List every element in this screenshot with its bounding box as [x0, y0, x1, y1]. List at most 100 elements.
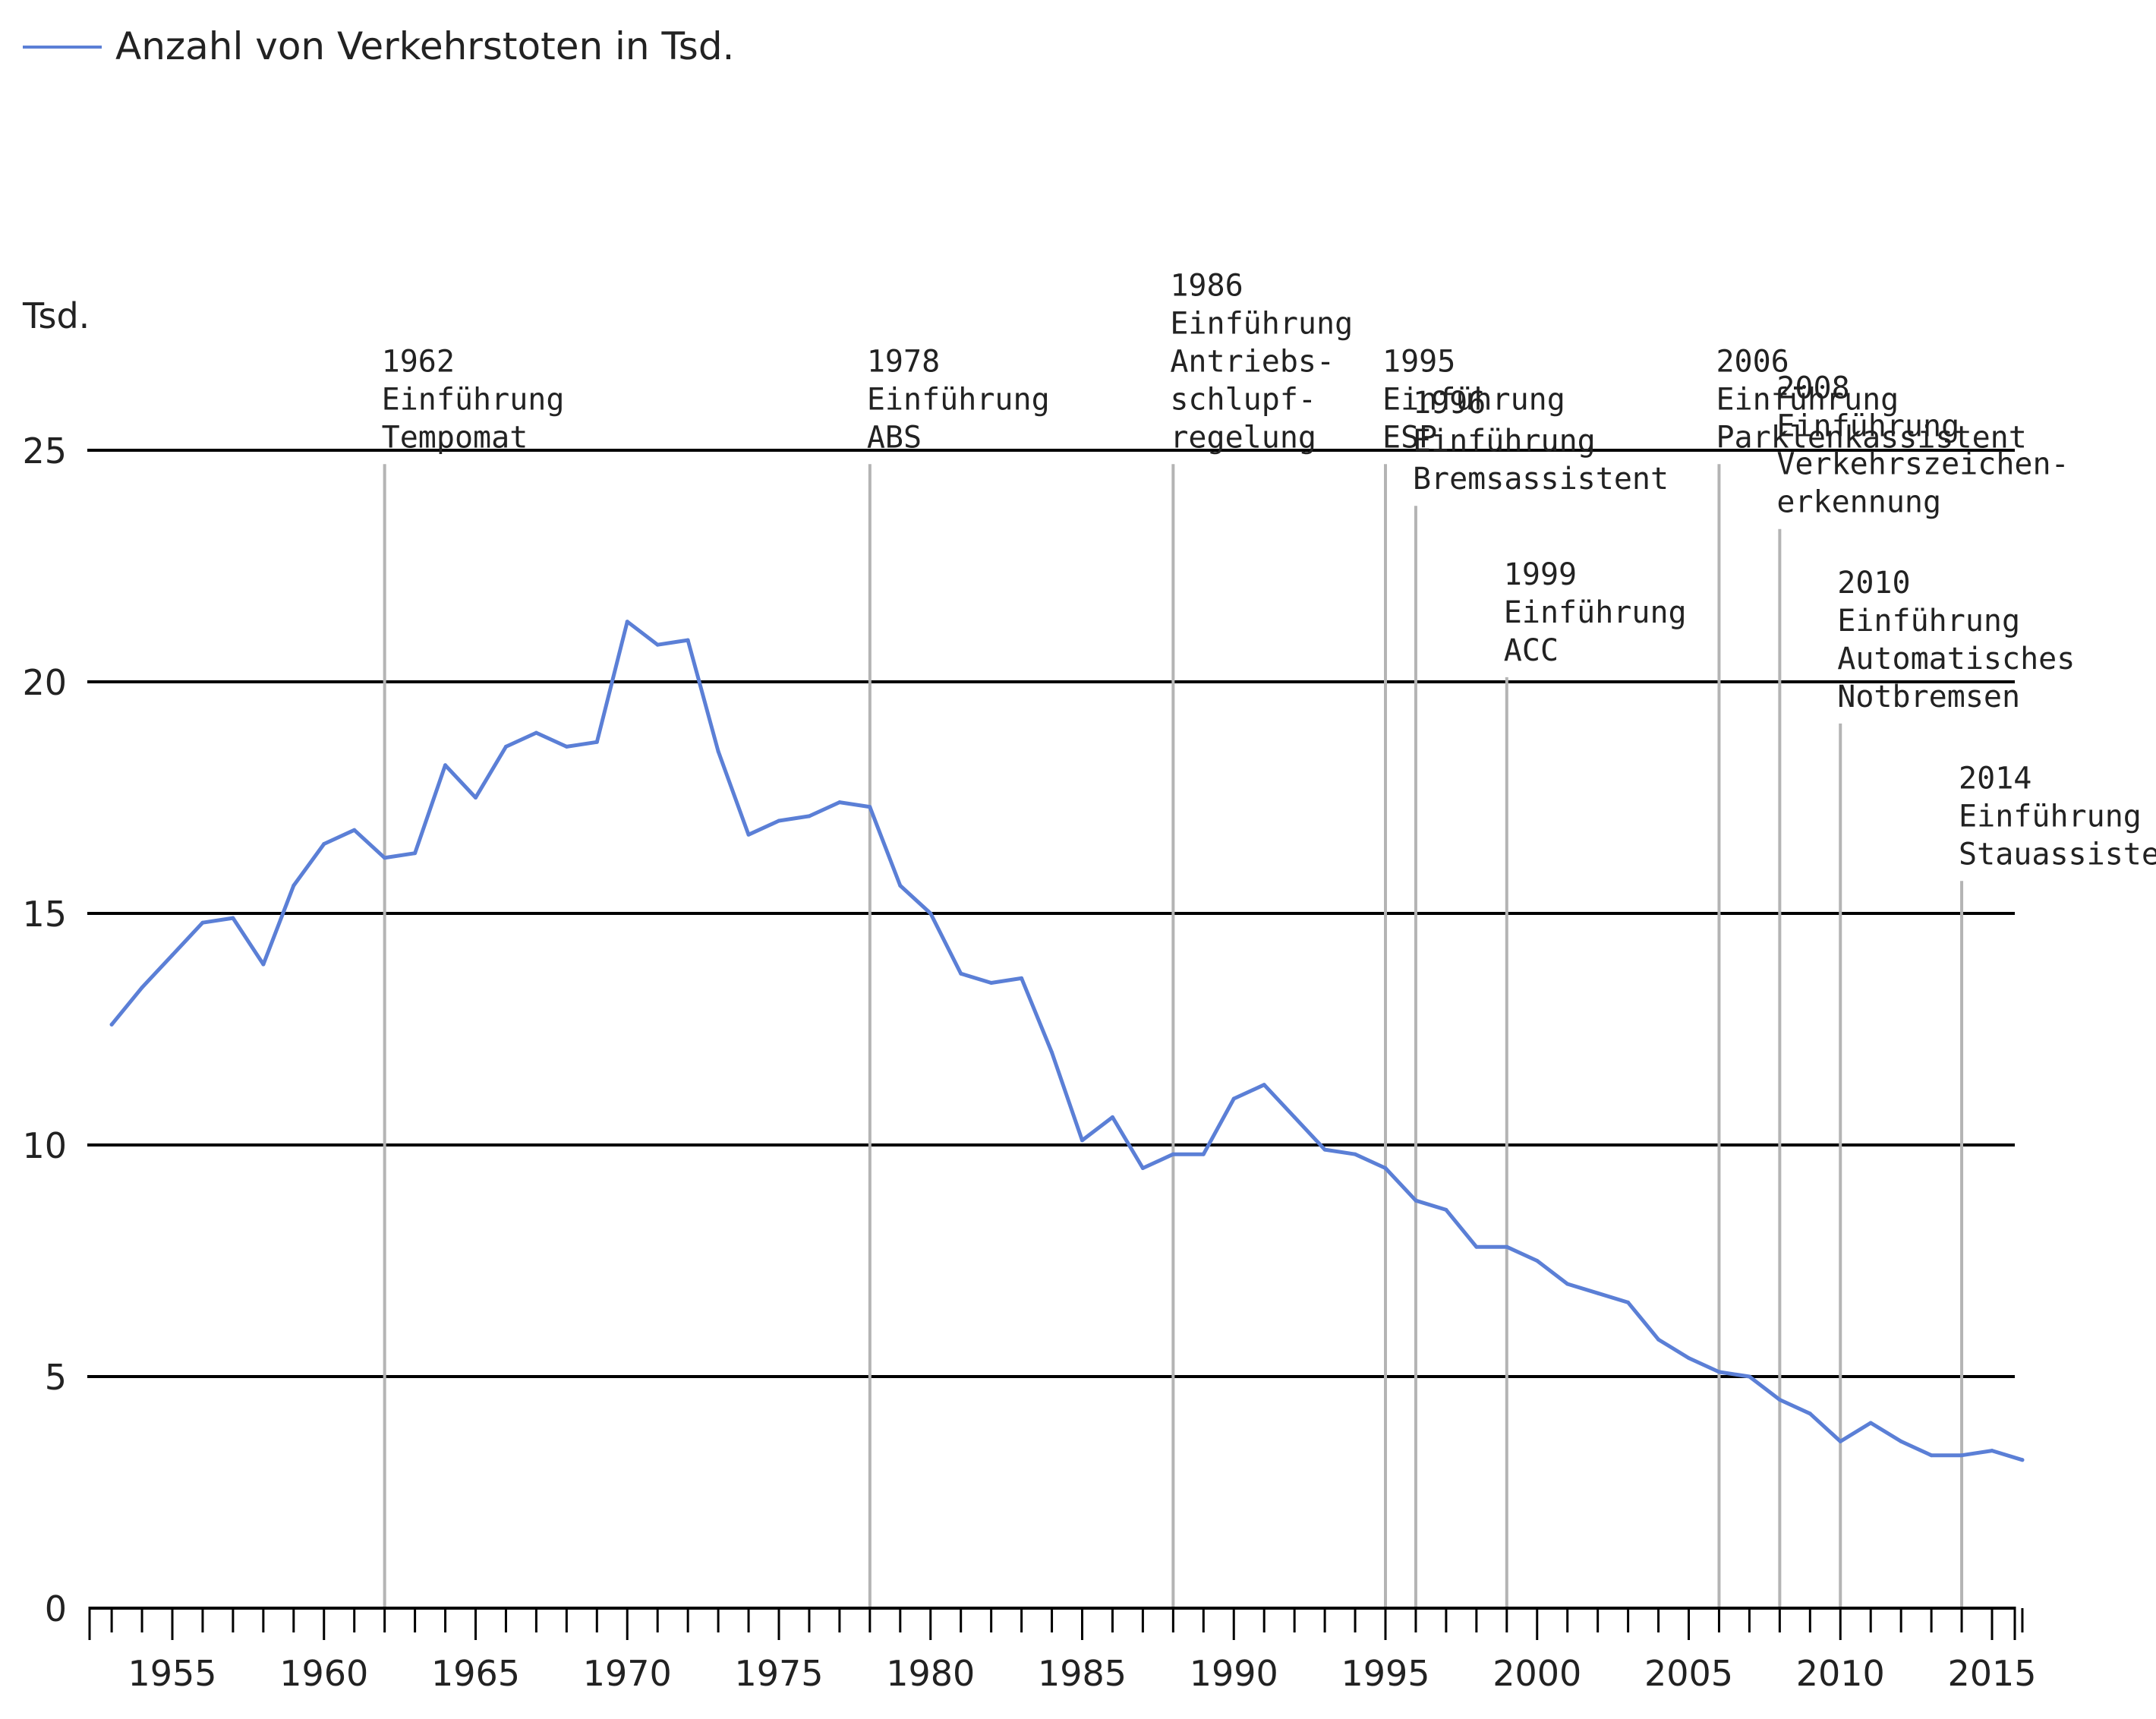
y-axis-unit-label: Tsd. [22, 295, 90, 336]
x-tick-label-1990: 1990 [1190, 1653, 1278, 1694]
x-tick-label-1960: 1960 [279, 1653, 368, 1694]
data-point-1955 [170, 953, 175, 957]
data-point-1953 [109, 1022, 114, 1027]
legend: Anzahl von Verkehrstoten in Tsd. [23, 24, 734, 68]
annotation-2014: 2014EinführungStauassistent [1959, 761, 2156, 872]
data-point-1987 [1140, 1166, 1145, 1170]
data-point-1977 [837, 800, 842, 805]
data-point-2009 [1808, 1411, 1812, 1416]
data-point-2006 [1716, 1370, 1721, 1374]
data-point-1986 [1110, 1115, 1114, 1119]
x-tick-label-1980: 1980 [886, 1653, 975, 1694]
data-point-2007 [1747, 1374, 1751, 1379]
data-point-2004 [1656, 1337, 1661, 1342]
data-point-1982 [989, 981, 994, 985]
data-point-1962 [383, 856, 387, 860]
data-point-1992 [1292, 1115, 1297, 1119]
data-point-1994 [1353, 1152, 1357, 1156]
series-points [109, 620, 2025, 1462]
data-point-1999 [1505, 1244, 1509, 1249]
data-point-2005 [1687, 1356, 1691, 1361]
data-point-1963 [413, 851, 418, 856]
data-point-1966 [503, 744, 508, 749]
data-point-2010 [1838, 1439, 1842, 1443]
data-point-1997 [1444, 1207, 1448, 1212]
introduction-markers [383, 464, 1964, 1607]
gridlines [87, 449, 2015, 1378]
x-tick-label-2005: 2005 [1644, 1653, 1733, 1694]
data-point-1957 [231, 916, 235, 920]
data-point-1968 [564, 744, 569, 749]
data-point-1974 [746, 832, 751, 837]
data-point-1984 [1050, 1050, 1054, 1055]
data-point-1989 [1201, 1152, 1206, 1156]
data-point-1972 [686, 638, 690, 642]
y-tick-label-25: 25 [22, 431, 67, 472]
annotations: 1962 Einführung Tempomat 1978 Einführung ABS 1… [382, 268, 2156, 872]
data-point-2013 [1929, 1453, 1934, 1458]
annotation-1962: 1962 Einführung Tempomat [382, 344, 565, 455]
data-point-2008 [1777, 1398, 1782, 1402]
data-point-1960 [322, 842, 326, 846]
data-point-1973 [716, 749, 720, 753]
annotation-1978: 1978 Einführung ABS [867, 344, 1050, 455]
data-point-2003 [1626, 1300, 1631, 1304]
data-point-2011 [1868, 1421, 1873, 1425]
x-tick-label-1955: 1955 [128, 1653, 216, 1694]
data-point-2014 [1959, 1453, 1964, 1458]
x-tick-label-1970: 1970 [583, 1653, 672, 1694]
data-point-1959 [292, 883, 296, 888]
x-tick-label-1965: 1965 [431, 1653, 520, 1694]
y-tick-label-0: 0 [45, 1588, 67, 1629]
data-point-1969 [594, 740, 599, 744]
data-point-1971 [655, 642, 660, 647]
data-point-1970 [625, 620, 629, 624]
y-axis-ticks: 0 5 10 15 20 25 [22, 431, 67, 1629]
legend-label: Anzahl von Verkehrstoten in Tsd. [115, 24, 734, 68]
data-point-1990 [1231, 1096, 1236, 1101]
data-point-2016 [2020, 1458, 2025, 1462]
x-tick-label-2000: 2000 [1492, 1653, 1581, 1694]
data-point-2002 [1596, 1291, 1600, 1295]
data-point-1956 [200, 920, 205, 925]
data-point-1979 [898, 883, 903, 888]
data-point-1954 [140, 986, 144, 990]
data-point-2000 [1535, 1259, 1540, 1263]
data-point-1965 [474, 796, 478, 800]
data-point-1995 [1383, 1166, 1388, 1170]
series-line-verkehrstote [109, 620, 2025, 1462]
data-point-2012 [1899, 1439, 1903, 1443]
data-point-1958 [261, 962, 266, 967]
annotation-1986: 1986 Einführung Antriebs-schlupf-regelung [1170, 268, 1353, 455]
annotation-2006: 2006 Einführung Parklenkassistent [1716, 344, 2026, 455]
data-point-1983 [1020, 976, 1024, 980]
data-point-1985 [1080, 1138, 1084, 1143]
annotation-2008: 2008 Einführung Verkehrszeichen-erkennung [1776, 371, 2069, 520]
x-tick-label-2010: 2010 [1796, 1653, 1885, 1694]
x-tick-label-2015: 2015 [1947, 1653, 2036, 1694]
data-point-1967 [534, 730, 538, 735]
data-point-1993 [1322, 1147, 1327, 1152]
x-tick-label-1985: 1985 [1038, 1653, 1127, 1694]
annotation-1999: 1999 Einführung ACC [1504, 557, 1687, 668]
x-tick-label-1995: 1995 [1341, 1653, 1429, 1694]
annotation-1995: 1995 Einführung ESP [1382, 344, 1565, 455]
data-point-1964 [443, 763, 448, 768]
annotation-2010: 2010 Einführung Automatisches Notbremsen [1837, 566, 2075, 714]
y-tick-label-20: 20 [22, 662, 67, 703]
data-point-1980 [928, 911, 933, 916]
y-tick-label-10: 10 [22, 1125, 67, 1166]
annotation-1996: 1996 Einführung Bremsassistent [1413, 386, 1669, 497]
data-point-1961 [352, 828, 357, 832]
data-point-1978 [868, 805, 872, 809]
y-tick-label-5: 5 [45, 1357, 67, 1398]
y-tick-label-15: 15 [22, 894, 67, 935]
data-point-1991 [1262, 1083, 1266, 1087]
data-point-2001 [1565, 1282, 1570, 1286]
data-point-1976 [807, 814, 812, 818]
data-point-2015 [1990, 1449, 1994, 1453]
data-point-1998 [1474, 1244, 1479, 1249]
data-point-1975 [777, 818, 781, 823]
data-point-1981 [959, 971, 963, 976]
